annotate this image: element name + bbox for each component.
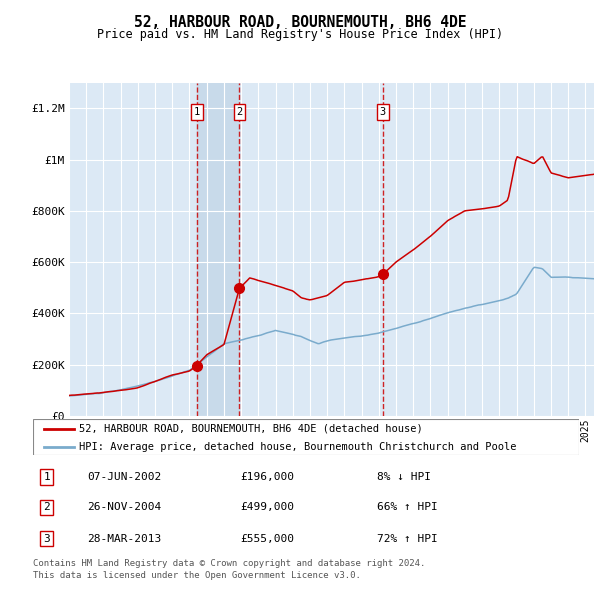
Text: 2: 2	[43, 503, 50, 512]
Text: Contains HM Land Registry data © Crown copyright and database right 2024.: Contains HM Land Registry data © Crown c…	[33, 559, 425, 568]
Text: 3: 3	[43, 533, 50, 543]
Text: HPI: Average price, detached house, Bournemouth Christchurch and Poole: HPI: Average price, detached house, Bour…	[79, 442, 517, 453]
Text: 66% ↑ HPI: 66% ↑ HPI	[377, 503, 438, 512]
FancyBboxPatch shape	[33, 419, 579, 455]
Text: 52, HARBOUR ROAD, BOURNEMOUTH, BH6 4DE: 52, HARBOUR ROAD, BOURNEMOUTH, BH6 4DE	[134, 15, 466, 30]
Text: This data is licensed under the Open Government Licence v3.0.: This data is licensed under the Open Gov…	[33, 571, 361, 579]
Text: 72% ↑ HPI: 72% ↑ HPI	[377, 533, 438, 543]
Text: 1: 1	[43, 472, 50, 482]
Text: £555,000: £555,000	[241, 533, 295, 543]
Text: 2: 2	[236, 107, 242, 117]
Text: £196,000: £196,000	[241, 472, 295, 482]
Text: Price paid vs. HM Land Registry's House Price Index (HPI): Price paid vs. HM Land Registry's House …	[97, 28, 503, 41]
Text: £499,000: £499,000	[241, 503, 295, 512]
Text: 28-MAR-2013: 28-MAR-2013	[88, 533, 162, 543]
Text: 07-JUN-2002: 07-JUN-2002	[88, 472, 162, 482]
Text: 1: 1	[194, 107, 200, 117]
Text: 52, HARBOUR ROAD, BOURNEMOUTH, BH6 4DE (detached house): 52, HARBOUR ROAD, BOURNEMOUTH, BH6 4DE (…	[79, 424, 423, 434]
Bar	[197, 83, 239, 416]
Text: 26-NOV-2004: 26-NOV-2004	[88, 503, 162, 512]
Text: 3: 3	[380, 107, 386, 117]
Text: 8% ↓ HPI: 8% ↓ HPI	[377, 472, 431, 482]
